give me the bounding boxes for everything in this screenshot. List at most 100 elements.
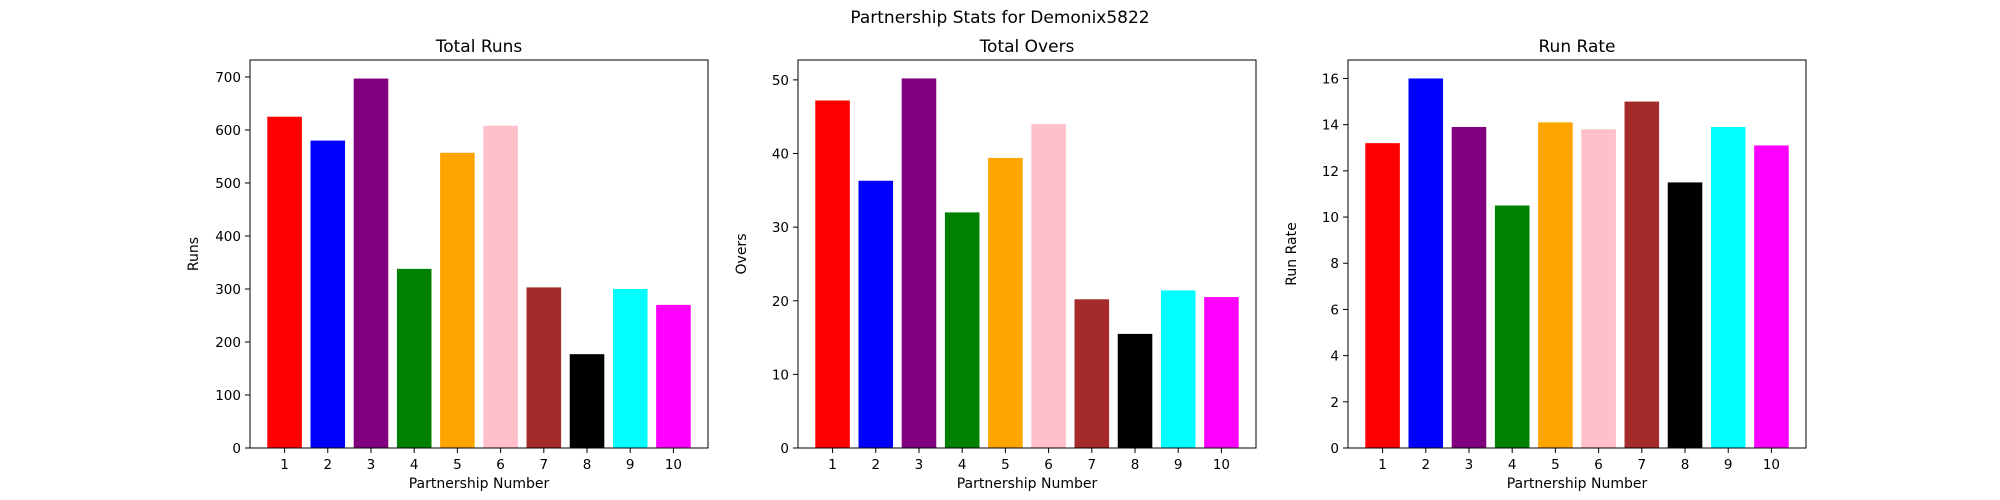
overs-bar-6 xyxy=(1031,124,1066,449)
figure-title: Partnership Stats for Demonix5822 xyxy=(850,8,1150,28)
overs-bar-5 xyxy=(988,157,1023,449)
runs-y-tick-label: 400 xyxy=(215,229,241,245)
overs-x-tick-label: 7 xyxy=(1088,457,1097,473)
overs-y-tick-label: 20 xyxy=(772,294,789,310)
overs-bar-7 xyxy=(1074,299,1110,448)
runrate-x-tick-label: 9 xyxy=(1724,457,1733,473)
overs-y-tick-label: 40 xyxy=(772,147,789,163)
runrate-x-tick-label: 8 xyxy=(1681,457,1690,473)
runrate-bar-1 xyxy=(1365,143,1400,448)
runrate-y-tick-label: 10 xyxy=(1322,210,1339,226)
runrate-y-tick-label: 0 xyxy=(1330,441,1339,457)
runs-x-axis-label: Partnership Number xyxy=(409,476,550,492)
overs-bar-10 xyxy=(1204,297,1239,448)
runs-bar-10 xyxy=(656,304,691,448)
runrate-y-tick-label: 16 xyxy=(1322,71,1339,87)
runrate-bar-6 xyxy=(1581,129,1616,449)
runrate-y-tick-label: 6 xyxy=(1330,302,1339,318)
runs-y-tick-label: 200 xyxy=(215,335,241,351)
runs-y-tick-label: 700 xyxy=(215,70,241,86)
runrate-x-tick-label: 5 xyxy=(1551,457,1560,473)
runs-bar-4 xyxy=(396,268,432,448)
runrate-y-tick-label: 2 xyxy=(1330,395,1339,411)
chart-total-overs: 1 2 3 4 5 6 7 8 9 10 0 10 20 30 40 50 Total Overs Partner… xyxy=(734,37,1257,492)
runrate-bar-10 xyxy=(1754,145,1789,448)
overs-x-tick-label: 10 xyxy=(1213,457,1230,473)
overs-y-tick-label: 30 xyxy=(772,220,789,236)
overs-y-tick-label: 50 xyxy=(772,73,789,89)
overs-x-tick-label: 3 xyxy=(915,457,924,473)
overs-bar-9 xyxy=(1160,290,1196,448)
runrate-y-tick-label: 8 xyxy=(1330,256,1339,272)
runs-y-axis-label: Runs xyxy=(186,237,202,271)
runs-bar-1 xyxy=(267,116,302,448)
overs-x-tick-label: 8 xyxy=(1131,457,1140,473)
runrate-bar-7 xyxy=(1624,101,1660,448)
runs-x-tick-label: 2 xyxy=(323,457,332,473)
runrate-bar-4 xyxy=(1494,205,1530,448)
runs-y-tick-label: 100 xyxy=(215,388,241,404)
runs-x-tick-label: 3 xyxy=(367,457,376,473)
runs-bar-6 xyxy=(483,125,518,448)
runs-x-tick-label: 1 xyxy=(280,457,289,473)
overs-x-tick-label: 1 xyxy=(828,457,837,473)
overs-chart-title: Total Overs xyxy=(979,37,1075,57)
runs-bar-2 xyxy=(310,140,346,448)
runs-bar-9 xyxy=(612,288,648,448)
overs-axes-frame xyxy=(797,59,1257,449)
runrate-x-tick-label: 6 xyxy=(1594,457,1603,473)
runrate-bar-3 xyxy=(1451,126,1487,448)
runrate-bar-8 xyxy=(1667,182,1703,448)
runrate-x-axis-label: Partnership Number xyxy=(1507,476,1648,492)
overs-bar-4 xyxy=(944,212,980,448)
runrate-x-tick-label: 2 xyxy=(1421,457,1430,473)
runrate-y-tick-label: 4 xyxy=(1330,349,1339,365)
runrate-bar-9 xyxy=(1710,126,1746,448)
runrate-x-tick-label: 4 xyxy=(1508,457,1517,473)
runs-x-tick-label: 6 xyxy=(496,457,505,473)
runs-x-tick-label: 4 xyxy=(410,457,419,473)
runrate-bar-5 xyxy=(1538,122,1573,449)
runs-x-tick-label: 5 xyxy=(453,457,462,473)
runs-y-tick-label: 500 xyxy=(215,176,241,192)
runrate-chart-title: Run Rate xyxy=(1539,37,1616,57)
overs-bar-2 xyxy=(858,180,894,449)
runrate-x-tick-label: 10 xyxy=(1763,457,1780,473)
runs-bar-7 xyxy=(526,287,562,448)
runs-x-tick-label: 8 xyxy=(583,457,592,473)
runrate-x-tick-label: 1 xyxy=(1378,457,1387,473)
overs-x-tick-label: 5 xyxy=(1001,457,1010,473)
runs-chart-title: Total Runs xyxy=(435,37,523,57)
overs-x-tick-label: 4 xyxy=(958,457,967,473)
overs-x-tick-label: 9 xyxy=(1174,457,1183,473)
runs-axes-frame xyxy=(249,59,709,449)
overs-x-axis-label: Partnership Number xyxy=(957,476,1098,492)
runrate-x-tick-label: 7 xyxy=(1638,457,1647,473)
overs-y-tick-label: 10 xyxy=(772,367,789,383)
runrate-x-tick-label: 3 xyxy=(1465,457,1474,473)
runs-y-tick-label: 600 xyxy=(215,123,241,139)
runs-y-tick-label: 0 xyxy=(232,441,241,457)
overs-x-tick-label: 6 xyxy=(1044,457,1053,473)
overs-y-axis-label: Overs xyxy=(734,234,750,275)
runrate-axes-frame xyxy=(1347,59,1807,449)
runs-bar-8 xyxy=(569,354,605,448)
runs-x-tick-label: 9 xyxy=(626,457,635,473)
overs-bar-3 xyxy=(901,78,937,448)
runs-bar-5 xyxy=(440,152,475,448)
overs-bar-1 xyxy=(815,100,850,449)
runrate-y-tick-label: 12 xyxy=(1322,164,1339,180)
overs-y-tick-label: 0 xyxy=(780,441,789,457)
overs-bar-8 xyxy=(1117,333,1153,448)
runrate-bar-2 xyxy=(1408,78,1444,448)
runs-x-tick-label: 10 xyxy=(665,457,682,473)
runs-x-tick-label: 7 xyxy=(540,457,549,473)
runrate-y-tick-label: 14 xyxy=(1322,118,1339,134)
runs-bar-3 xyxy=(353,78,389,449)
runrate-y-axis-label: Run Rate xyxy=(1284,222,1300,285)
runs-y-tick-label: 300 xyxy=(215,282,241,298)
overs-x-tick-label: 2 xyxy=(871,457,880,473)
